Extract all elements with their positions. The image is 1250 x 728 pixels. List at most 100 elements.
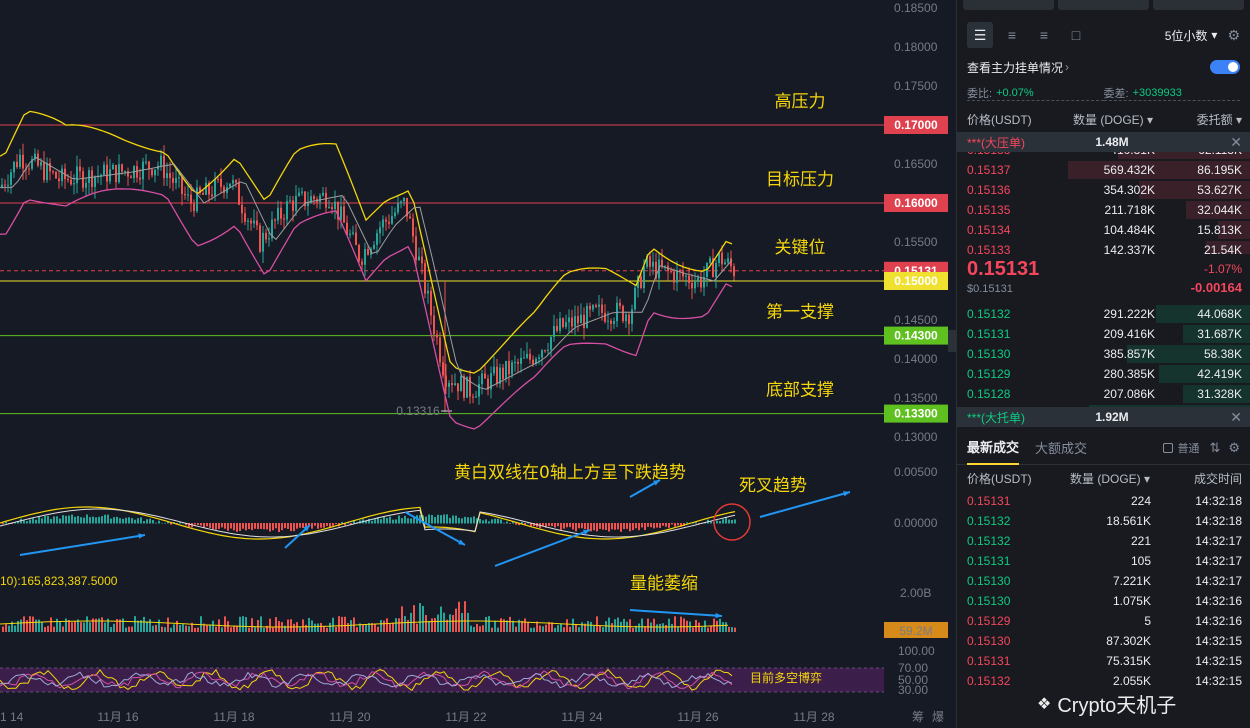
candle-body — [337, 201, 339, 220]
volume-bar — [332, 617, 334, 632]
macd-histogram-bar — [671, 523, 673, 525]
macd-histogram-bar — [5, 521, 7, 524]
chart-area[interactable]: 0.18500 0.18000 0.17500 0.16500 0.15500 0.145… — [0, 0, 956, 728]
volume-bar — [224, 616, 226, 632]
macd-histogram-bar — [560, 523, 562, 530]
volume-bar — [557, 625, 559, 632]
ask-row[interactable]: 0.15137 569.432K 86.195K — [957, 160, 1250, 180]
macd-histogram-bar — [710, 521, 712, 524]
total-column-header[interactable]: 委托额 ▾ — [1196, 112, 1242, 127]
candle-body — [646, 256, 648, 267]
volume-bar — [338, 616, 340, 632]
volume-bar — [431, 618, 433, 632]
candle-body — [4, 184, 6, 186]
bid-row[interactable]: 0.15128 207.086K 31.328K — [957, 384, 1250, 404]
checkbox-icon — [1163, 442, 1174, 453]
ask-row[interactable]: 0.15136 354.302K 53.627K — [957, 180, 1250, 200]
ratio-value: +0.07% — [996, 86, 1034, 99]
qty-column-header[interactable]: 数量 (DOGE) ▾ — [1072, 112, 1154, 127]
candle-body — [685, 275, 687, 277]
trade-price: 0.15132 — [967, 534, 1011, 548]
macd-histogram-bar — [458, 517, 460, 524]
volume-bar — [584, 623, 586, 632]
macd-histogram-bar — [716, 520, 718, 524]
trade-price: 0.15131 — [967, 494, 1011, 508]
volume-bar — [59, 622, 61, 632]
candle-body — [538, 357, 540, 359]
volume-tag-bg — [884, 622, 948, 638]
rsi-tick: 100.00 — [898, 644, 935, 658]
volume-bar — [707, 627, 709, 632]
gear-icon[interactable]: ⚙ — [1228, 439, 1240, 455]
macd-histogram-bar — [152, 520, 154, 524]
macd-histogram-bar — [218, 523, 220, 529]
tab-latest-trades[interactable]: 最新成交 — [967, 431, 1020, 465]
ask-row[interactable]: 0.15133 142.337K 21.54K — [957, 240, 1250, 254]
macd-histogram-bar — [275, 523, 277, 529]
macd-histogram-bar — [185, 523, 187, 526]
whale-orders-row[interactable]: 查看主力挂单情况 › — [957, 54, 1250, 80]
book-asks-icon[interactable]: ≡ — [1039, 27, 1049, 43]
tab-large-trades[interactable]: 大额成交 — [1035, 441, 1088, 456]
close-icon[interactable]: ✕ — [1230, 133, 1242, 150]
trade-qty: 224 — [1130, 494, 1151, 508]
trade-qty-header[interactable]: 数量 (DOGE) ▾ — [1069, 471, 1151, 486]
candle-body — [673, 271, 675, 283]
volume-bar — [500, 618, 502, 632]
large-ask-value: 1.48M — [1095, 135, 1129, 149]
candle-body — [508, 360, 510, 375]
volume-bar — [8, 625, 10, 632]
volume-bar — [512, 620, 514, 632]
volume-bar — [668, 618, 670, 632]
candle-body — [256, 220, 258, 226]
gear-icon[interactable]: ⚙ — [1227, 26, 1240, 43]
bid-row[interactable]: 0.15132 291.222K 44.068K — [957, 304, 1250, 324]
candle-body — [115, 164, 117, 183]
ask-row[interactable]: 0.15135 211.718K 32.044K — [957, 200, 1250, 220]
candle-body — [187, 194, 189, 196]
normal-filter-checkbox[interactable]: 普通 — [1163, 440, 1199, 456]
macd-histogram-bar — [578, 523, 580, 529]
candle-body — [103, 164, 105, 175]
macd-histogram-bar — [320, 523, 322, 528]
sort-icon[interactable]: ⇅ — [1209, 439, 1221, 455]
bid-row[interactable]: 0.15129 280.385K 42.419K — [957, 364, 1250, 384]
depth-bar — [1156, 305, 1250, 323]
volume-bar — [716, 620, 718, 632]
trades-list: 0.15131 224 14:32:18 0.15132 18.561K 14:32:18… — [957, 491, 1250, 691]
trade-time: 14:32:18 — [1195, 514, 1242, 528]
level-price-tag: 0.15000 — [884, 272, 948, 290]
macd-histogram-bar — [332, 523, 334, 526]
book-both-icon[interactable]: ☰ — [967, 22, 993, 48]
macd-histogram-bar — [404, 515, 406, 524]
decimals-dropdown[interactable]: 5位小数 ▾ — [1165, 27, 1218, 44]
candle-body — [364, 249, 366, 265]
book-expand-icon[interactable]: □ — [1071, 27, 1081, 43]
trade-qty: 105 — [1130, 554, 1151, 568]
volume-bar — [662, 623, 664, 632]
macd-histogram-bar — [491, 519, 493, 524]
candle-body — [442, 362, 444, 376]
whale-orders-toggle[interactable] — [1210, 60, 1240, 74]
book-bids-icon[interactable]: ≡ — [1007, 27, 1017, 43]
macd-histogram-bar — [437, 514, 439, 524]
diff-value: +3039933 — [1132, 86, 1182, 99]
volume-bar — [92, 618, 94, 632]
bid-row[interactable]: 0.15131 209.416K 31.687K — [957, 324, 1250, 344]
arrow-head — [715, 612, 722, 619]
volume-bar — [548, 621, 550, 632]
date-tick: 11月 26 — [677, 710, 718, 724]
ask-row[interactable]: 0.15134 104.484K 15.813K — [957, 220, 1250, 240]
macd-histogram-bar — [41, 518, 43, 524]
volume-bar — [131, 626, 133, 632]
bid-row[interactable]: 0.15130 385.857K 58.38K — [957, 344, 1250, 364]
volume-bar — [647, 618, 649, 632]
macd-histogram-bar — [395, 519, 397, 524]
macd-histogram-bar — [353, 520, 355, 524]
candle-body — [280, 207, 282, 219]
close-icon[interactable]: ✕ — [1230, 408, 1242, 425]
middle-band-line — [0, 156, 733, 390]
price-chart[interactable]: 0.18500 0.18000 0.17500 0.16500 0.15500 0.145… — [0, 0, 956, 728]
macd-histogram-bar — [158, 520, 160, 524]
volume-bar — [308, 617, 310, 632]
